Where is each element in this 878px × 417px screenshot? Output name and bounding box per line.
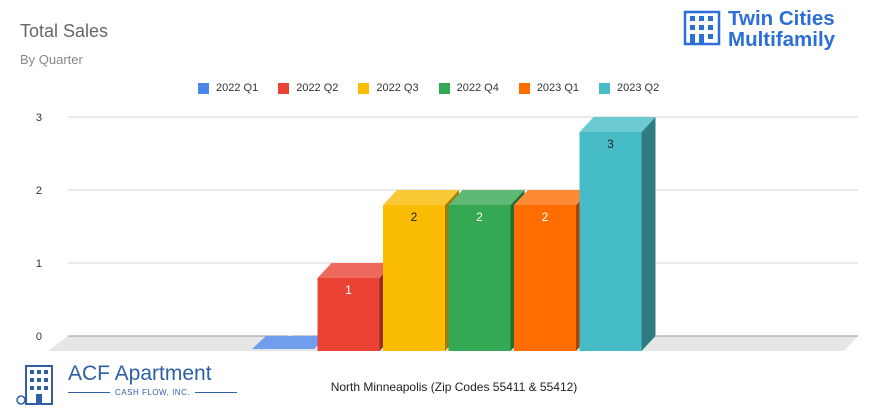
legend-label: 2022 Q3 <box>376 82 419 94</box>
divider <box>68 392 110 393</box>
bar <box>448 205 511 351</box>
data-label: 2 <box>476 210 483 224</box>
y-tick-label: 1 <box>36 258 42 270</box>
legend-swatch <box>358 82 370 94</box>
twin-cities-logo: Twin Cities Multifamily <box>682 6 835 51</box>
building-icon <box>682 6 722 51</box>
legend-swatch <box>518 82 530 94</box>
legend-swatch <box>198 82 209 94</box>
acf-logo: ACF Apartment CASH FLOW, INC. <box>16 362 238 411</box>
data-label: 2 <box>411 210 418 224</box>
bar-top <box>514 190 590 205</box>
data-label: 1 <box>345 283 352 297</box>
x-axis-label: North Minneapolis (Zip Codes 55411 & 554… <box>330 380 578 394</box>
divider <box>195 392 238 393</box>
bar-top <box>383 190 459 205</box>
bar <box>317 278 380 351</box>
legend-swatch <box>438 82 450 94</box>
bar <box>383 205 445 351</box>
legend-item: 2022 Q2 <box>278 82 338 94</box>
chart-subtitle: By Quarter <box>20 52 83 67</box>
legend-label: 2022 Q4 <box>456 82 499 94</box>
legend-item: 2022 Q4 <box>438 82 499 94</box>
bar <box>579 132 642 351</box>
bar-top <box>317 263 394 278</box>
legend-swatch <box>278 82 290 94</box>
acf-logo-subtitle: CASH FLOW, INC. <box>115 388 191 397</box>
legend-label: 2022 Q2 <box>296 82 339 94</box>
bar <box>514 205 576 351</box>
logo-line-2: Multifamily <box>728 27 836 51</box>
chart-title: Total Sales <box>20 21 109 41</box>
twin-cities-logo-text: Twin Cities Multifamily <box>728 8 835 50</box>
y-tick-label: 0 <box>36 331 42 343</box>
data-label: 3 <box>607 137 614 151</box>
acf-logo-title: ACF Apartment <box>68 362 212 385</box>
apartment-building-icon <box>16 362 60 411</box>
legend-item: 2023 Q1 <box>518 82 580 94</box>
legend-label: 2023 Q2 <box>617 82 660 94</box>
legend-item: 2023 Q2 <box>599 82 659 94</box>
logo-line-1: Twin Cities <box>728 6 835 30</box>
data-label: 0 <box>287 325 294 339</box>
legend-item: 2022 Q3 <box>358 82 419 94</box>
bar-side <box>641 117 656 351</box>
data-label: 2 <box>542 210 549 224</box>
chart-legend: 2022 Q1 2022 Q2 2022 Q3 2022 Q4 2023 Q1 2023 … <box>198 82 679 94</box>
y-tick-label: 2 <box>36 185 42 197</box>
bar-top <box>579 117 656 132</box>
legend-label: 2022 Q1 <box>216 82 259 94</box>
y-tick-label: 3 <box>36 112 42 124</box>
bar-top <box>252 336 328 349</box>
bar-top <box>448 190 525 205</box>
legend-item: 2022 Q1 <box>198 82 258 94</box>
legend-label: 2023 Q1 <box>536 82 580 94</box>
legend-swatch <box>599 82 611 94</box>
